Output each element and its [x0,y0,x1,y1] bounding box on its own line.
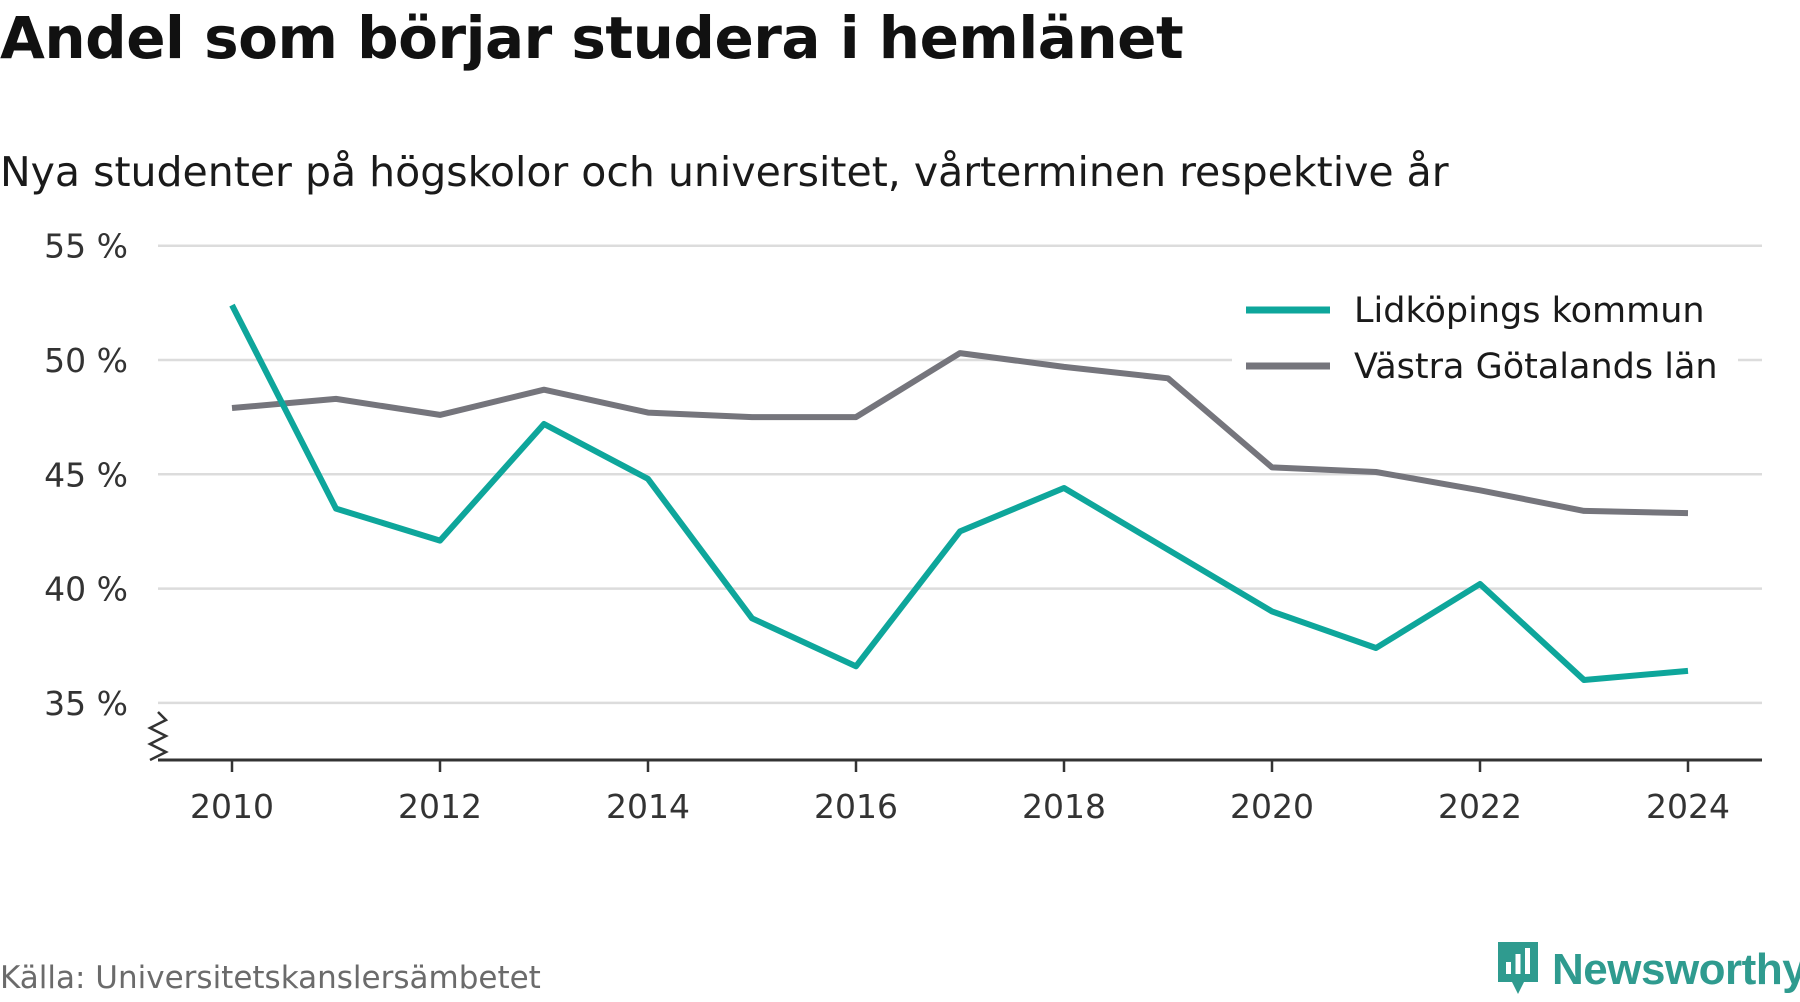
y-tick-label: 35 % [44,684,128,723]
x-tick-label: 2020 [1230,787,1314,826]
axis-break-zigzag [147,711,169,762]
legend: Lidköpings kommun Västra Götalands län [1232,280,1738,388]
source-note: Källa: Universitetskanslersämbetet [0,960,541,996]
y-tick-label: 50 % [44,341,128,380]
brand-logo[interactable]: Newsworthy [1494,938,1800,1002]
series-line [229,303,1689,683]
axes: 35 % 40 % 45 % 50 % 55 % 2010 2012 2014 2016 2018… [44,227,1762,826]
x-tick-label: 2014 [606,787,690,826]
x-tick-label: 2010 [190,787,274,826]
newsworthy-logo-icon [1494,938,1542,1002]
series-line [231,350,1689,517]
chart-subtitle: Nya studenter på högskolor och universit… [0,148,1449,196]
x-tick-label: 2024 [1646,787,1730,826]
y-tick-label: 55 % [44,227,128,266]
legend-label: Lidköpings kommun [1354,291,1705,331]
x-tick-label: 2022 [1438,787,1522,826]
x-tick-label: 2018 [1022,787,1106,826]
x-tick-label: 2016 [814,787,898,826]
line-chart: 35 % 40 % 45 % 50 % 55 % 2010 2012 2014 2016 2018… [44,227,1762,826]
chart-title: Andel som börjar studera i hemlänet [0,4,1184,72]
y-tick-label: 45 % [44,455,128,494]
legend-label: Västra Götalands län [1354,347,1718,387]
x-tick-label: 2012 [398,787,482,826]
legend-background [1232,280,1738,388]
brand-name: Newsworthy [1552,945,1800,994]
y-tick-label: 40 % [44,570,128,609]
series-lines [229,303,1689,683]
